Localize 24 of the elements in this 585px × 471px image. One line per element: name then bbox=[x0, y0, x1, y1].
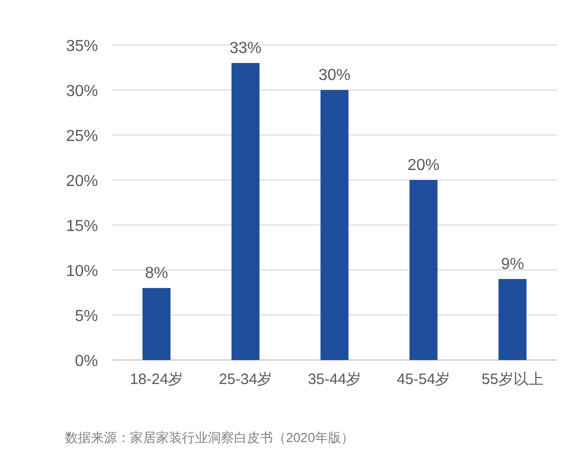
bar bbox=[232, 63, 260, 360]
y-tick-label: 0% bbox=[74, 353, 98, 370]
bar bbox=[410, 180, 438, 360]
y-tick-label: 10% bbox=[66, 263, 98, 280]
bar bbox=[320, 90, 348, 360]
bar bbox=[142, 288, 170, 360]
y-tick-label: 20% bbox=[66, 173, 98, 190]
source-note: 数据来源：家居家装行业洞察白皮书（2020年版） bbox=[65, 430, 354, 445]
x-tick-label: 45-54岁 bbox=[396, 371, 450, 388]
data-label: 33% bbox=[229, 40, 262, 57]
data-label: 8% bbox=[144, 265, 168, 282]
y-tick-label: 5% bbox=[74, 308, 98, 325]
data-label: 20% bbox=[407, 157, 440, 174]
x-tick-label: 25-34岁 bbox=[218, 371, 272, 388]
bar bbox=[498, 279, 526, 360]
data-label: 9% bbox=[500, 256, 524, 273]
y-tick-label: 35% bbox=[66, 38, 98, 55]
y-tick-label: 15% bbox=[66, 218, 98, 235]
x-tick-label: 55岁以上 bbox=[482, 371, 544, 388]
y-tick-label: 30% bbox=[66, 83, 98, 100]
data-label: 30% bbox=[318, 67, 351, 84]
x-tick-label: 18-24岁 bbox=[130, 371, 184, 388]
y-tick-label: 25% bbox=[66, 128, 98, 145]
x-tick-label: 35-44岁 bbox=[308, 371, 362, 388]
